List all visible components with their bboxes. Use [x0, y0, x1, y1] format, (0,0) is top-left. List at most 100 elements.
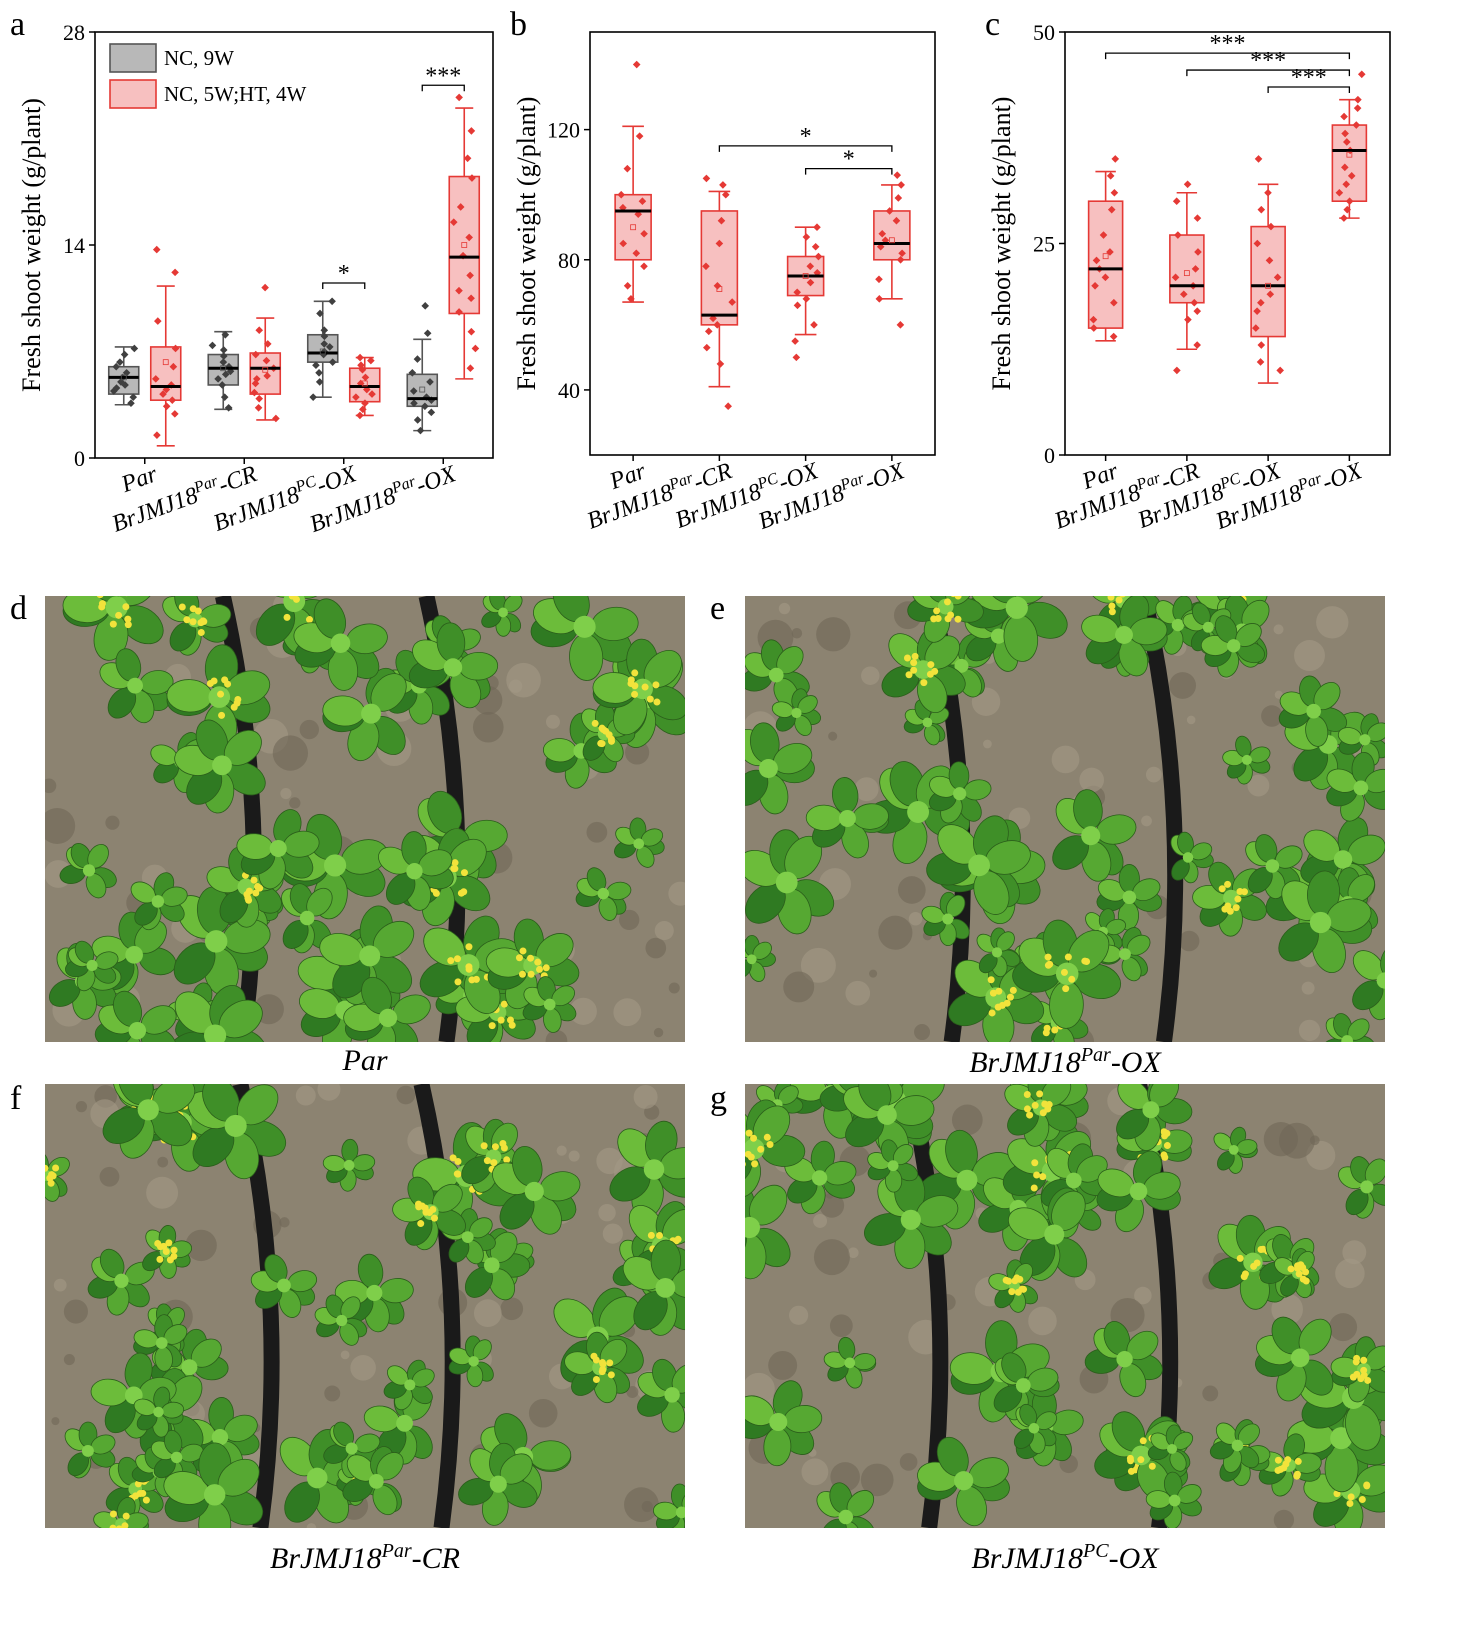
data-point — [467, 327, 476, 336]
yellow-flower — [652, 681, 660, 689]
data-point — [627, 295, 635, 303]
plant-center — [299, 910, 315, 926]
yellow-flower — [1241, 1270, 1249, 1278]
y-axis-label: Fresh shoot weight (g/plant) — [512, 97, 541, 391]
data-point — [634, 210, 643, 219]
plant-center — [170, 1451, 183, 1464]
soil-patch — [350, 1355, 376, 1381]
plant-center — [1241, 754, 1252, 765]
plant — [1145, 1471, 1202, 1528]
plant — [166, 644, 271, 750]
soil-patch — [778, 602, 791, 615]
yellow-flower — [1224, 880, 1232, 888]
plant — [99, 648, 174, 724]
yellow-flower — [115, 1525, 123, 1528]
soil-patch — [289, 797, 301, 809]
yellow-flower — [534, 958, 542, 966]
plant-center — [181, 1359, 198, 1376]
significance-label: *** — [1210, 31, 1246, 57]
data-point — [468, 174, 476, 182]
yellow-flower — [1148, 1462, 1156, 1470]
yellow-flower — [1346, 1500, 1354, 1508]
plant-center — [203, 1484, 226, 1506]
yellow-flower — [1360, 1371, 1368, 1379]
data-point — [894, 194, 903, 202]
soil-patch — [472, 711, 504, 743]
y-tick-label: 50 — [1033, 20, 1055, 45]
panel-letter-e: e — [710, 590, 726, 627]
yellow-flower — [109, 1524, 117, 1528]
data-point — [703, 343, 711, 352]
soil-patch — [473, 1299, 502, 1328]
data-point — [410, 399, 418, 408]
panel-letter-a: a — [10, 6, 26, 43]
data-point — [802, 233, 811, 241]
soil-patch — [1316, 606, 1349, 639]
yellow-flower — [503, 1156, 511, 1164]
plant-center — [1341, 1035, 1354, 1042]
y-tick-label: 0 — [1044, 443, 1055, 468]
soil-patch — [75, 1101, 88, 1113]
data-point — [896, 255, 905, 264]
data-point — [1257, 341, 1266, 349]
data-point — [263, 340, 272, 348]
plant — [1084, 1321, 1163, 1398]
yellow-flower — [1253, 1259, 1261, 1267]
data-point — [1111, 155, 1120, 163]
soil-patch — [878, 915, 913, 950]
yellow-flower — [519, 947, 527, 955]
data-point — [1110, 298, 1118, 307]
data-point — [416, 426, 425, 435]
yellow-flower — [1234, 895, 1242, 903]
data-point — [1354, 95, 1362, 104]
x-tick-label: BrJMJ18Par-OX — [1212, 456, 1367, 535]
plant — [162, 596, 232, 656]
yellow-flower — [1108, 602, 1116, 610]
panel-letter-g: g — [710, 1080, 727, 1117]
data-point — [455, 93, 463, 102]
yellow-flower — [599, 1365, 607, 1373]
plant-center — [1359, 734, 1371, 746]
yellow-flower — [142, 1496, 150, 1504]
yellow-flower — [124, 615, 132, 623]
y-tick-label: 40 — [558, 378, 580, 403]
data-point — [1099, 231, 1108, 239]
mean-marker — [162, 359, 169, 366]
plant — [609, 1120, 685, 1219]
data-point — [250, 388, 259, 397]
yellow-flower — [1347, 1493, 1355, 1501]
soil-patch — [1134, 1286, 1152, 1305]
plant-center — [269, 839, 287, 858]
plant-center — [151, 895, 165, 908]
yellow-flower — [1137, 1456, 1145, 1464]
plant-center — [137, 1099, 159, 1121]
caption-e-rest: -OX — [1110, 1046, 1161, 1079]
yellow-flower — [1039, 1173, 1047, 1181]
plant-center — [86, 959, 98, 972]
plant — [322, 667, 407, 762]
yellow-flower — [934, 615, 942, 623]
data-point — [159, 390, 167, 398]
yellow-flower — [483, 1157, 491, 1165]
plant-center — [1171, 618, 1185, 632]
mean-marker — [1183, 270, 1190, 277]
y-tick-label: 80 — [558, 248, 580, 273]
plant-center — [675, 1506, 685, 1519]
plant-center — [82, 864, 96, 877]
data-point — [427, 408, 436, 417]
data-point — [638, 197, 647, 205]
plant-center — [887, 1160, 899, 1172]
yellow-flower — [98, 600, 106, 608]
data-point — [466, 364, 475, 373]
plant — [1326, 751, 1385, 822]
plant-center — [1223, 889, 1239, 906]
data-point — [806, 262, 815, 271]
data-point — [220, 393, 229, 401]
data-point — [356, 353, 364, 362]
soil-patch — [1301, 981, 1315, 995]
plant — [334, 1253, 414, 1333]
data-point — [129, 393, 138, 401]
plant-center — [443, 658, 463, 677]
soil-patch — [618, 909, 640, 931]
plant — [458, 1442, 538, 1526]
